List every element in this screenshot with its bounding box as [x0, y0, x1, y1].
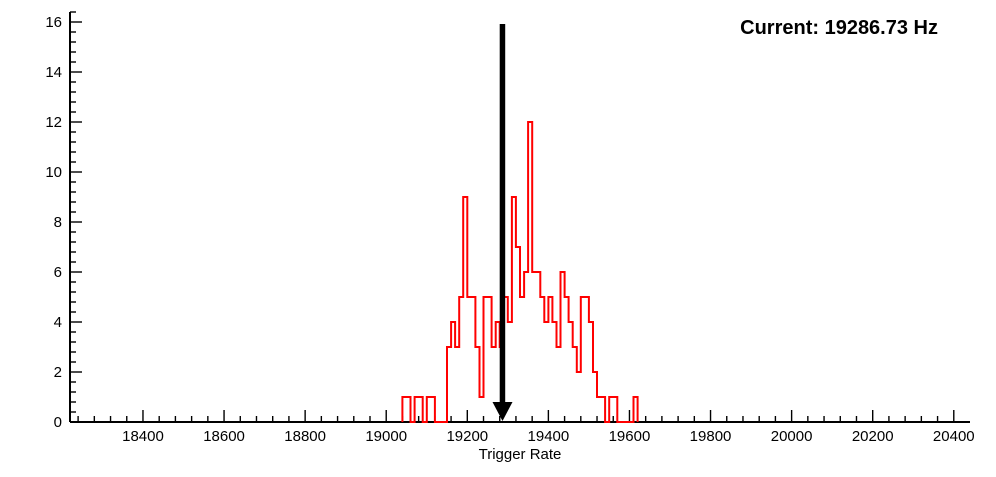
- x-tick-label: 18800: [284, 428, 326, 445]
- current-rate-arrow: [492, 24, 513, 421]
- y-tick-label: 0: [54, 414, 62, 431]
- x-tick-label: 19800: [690, 428, 732, 445]
- x-tick-label: 18400: [122, 428, 164, 445]
- x-tick-label: 20200: [852, 428, 894, 445]
- current-rate-label: Current: 19286.73 Hz: [740, 17, 938, 39]
- x-tick-label: 20000: [771, 428, 813, 445]
- x-axis-title: Trigger Rate: [479, 446, 562, 463]
- histogram-step-line: [401, 121, 639, 423]
- y-tick-label: 2: [54, 364, 62, 381]
- x-tick-label: 19000: [365, 428, 407, 445]
- axes: 18400 18600 18800 19000 19200 19400 19600 19800…: [45, 11, 975, 445]
- y-tick-label: 4: [54, 314, 62, 331]
- x-tick-label: 19200: [446, 428, 488, 445]
- histogram-series: [401, 121, 639, 423]
- y-tick-label: 16: [45, 14, 62, 31]
- y-tick-label: 8: [54, 214, 62, 231]
- y-tick-label: 14: [45, 64, 62, 81]
- x-tick-label: 18600: [203, 428, 245, 445]
- y-tick-label: 12: [45, 114, 62, 131]
- y-tick-label: 6: [54, 264, 62, 281]
- y-tick-label: 10: [45, 164, 62, 181]
- arrow-head: [492, 402, 513, 421]
- x-tick-label: 19400: [528, 428, 570, 445]
- x-tick-label: 20400: [933, 428, 975, 445]
- x-tick-label: 19600: [609, 428, 651, 445]
